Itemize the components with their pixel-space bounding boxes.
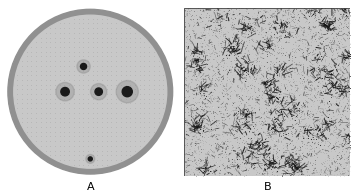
Circle shape — [14, 15, 167, 168]
Circle shape — [77, 60, 90, 73]
Circle shape — [116, 81, 138, 103]
Text: B: B — [263, 182, 271, 191]
Circle shape — [122, 87, 132, 97]
Circle shape — [80, 63, 87, 70]
Circle shape — [91, 83, 107, 100]
Circle shape — [86, 155, 95, 163]
Circle shape — [88, 157, 92, 161]
Circle shape — [56, 83, 74, 101]
Circle shape — [61, 87, 69, 96]
Text: A: A — [86, 182, 94, 191]
Circle shape — [95, 88, 102, 95]
Circle shape — [8, 9, 173, 174]
